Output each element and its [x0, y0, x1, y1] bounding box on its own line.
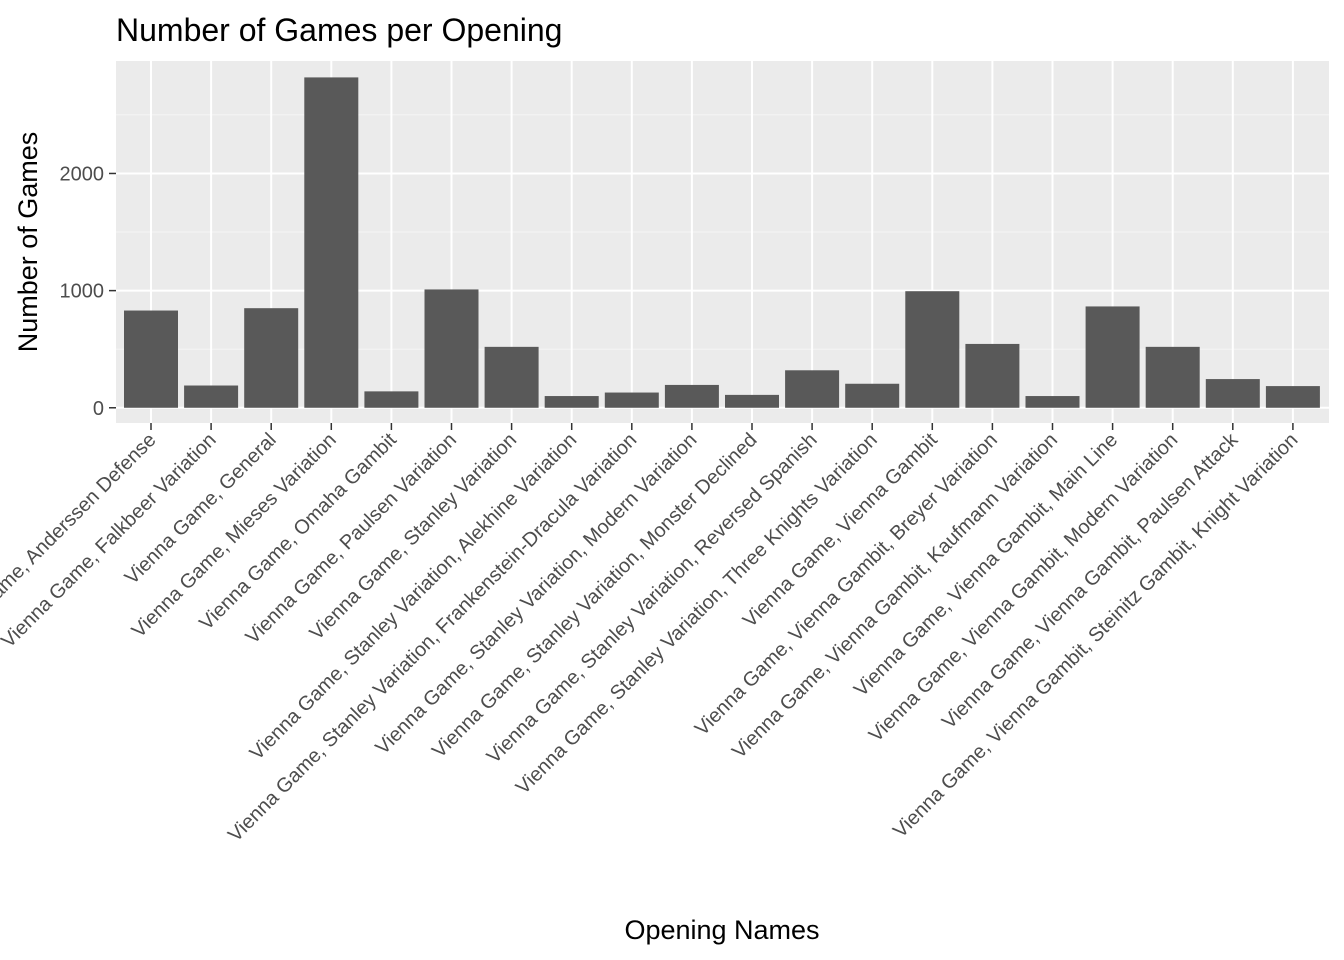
bar [1265, 386, 1320, 408]
bar [424, 289, 479, 408]
bar [1145, 346, 1200, 408]
bar [1085, 306, 1140, 408]
bar [184, 385, 239, 408]
bar [785, 370, 840, 408]
bar [1205, 379, 1260, 408]
y-tick-label: 1000 [60, 281, 105, 303]
bar [604, 392, 659, 408]
bars [124, 77, 1320, 408]
y-tick-label: 0 [93, 398, 104, 420]
bar [845, 383, 900, 408]
chart-title: Number of Games per Opening [116, 12, 562, 48]
x-axis-title: Opening Names [624, 915, 819, 945]
bar [905, 291, 960, 408]
bar [124, 310, 178, 408]
y-tick-label: 2000 [60, 163, 105, 185]
bar [725, 394, 779, 408]
bar [544, 396, 599, 408]
bar [484, 346, 539, 408]
bar [965, 343, 1020, 408]
bar [304, 77, 359, 408]
y-axis-ticks: 0 1000 2000 [60, 163, 116, 420]
bar [1025, 396, 1080, 408]
bar [244, 308, 299, 408]
bar [664, 384, 719, 408]
bar [364, 391, 419, 408]
y-axis-title: Number of Games [13, 132, 43, 353]
